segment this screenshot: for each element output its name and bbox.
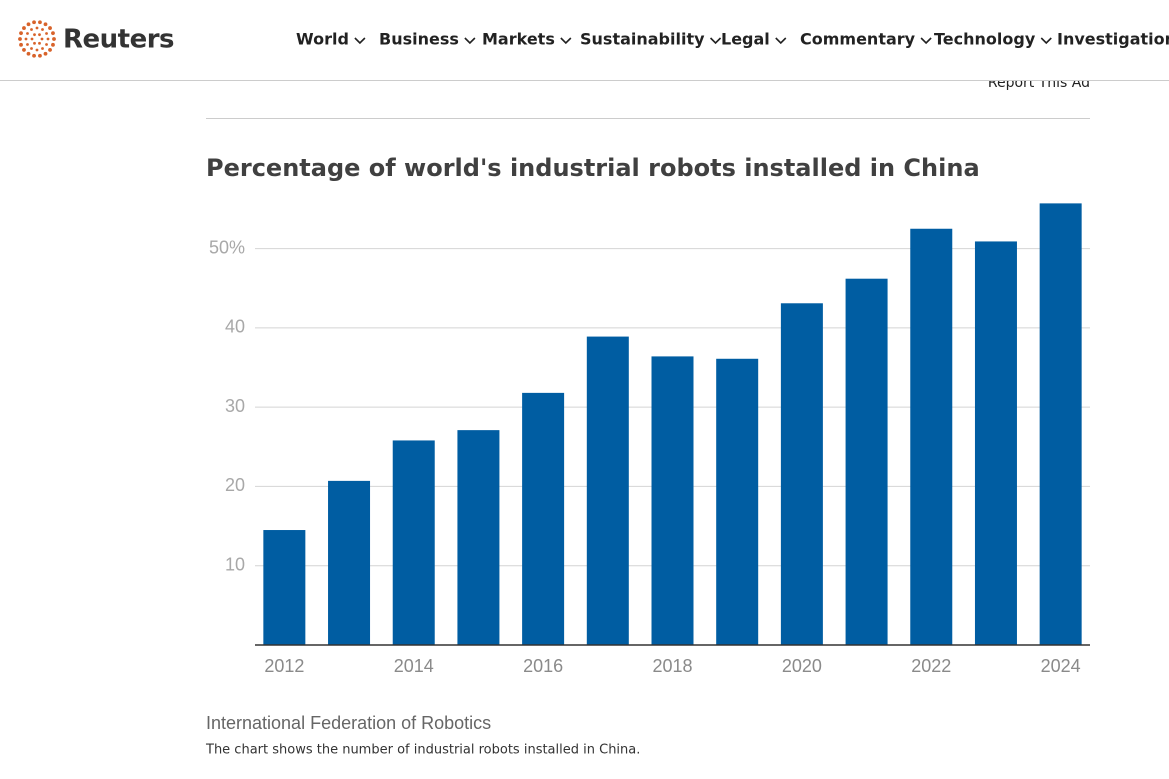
logo-dot xyxy=(26,22,31,27)
x-tick-label: 2020 xyxy=(782,656,822,676)
logo-dot xyxy=(45,32,48,35)
logo-text[interactable]: Reuters xyxy=(63,25,175,55)
bar xyxy=(1039,203,1082,645)
logo-dot xyxy=(35,26,39,30)
y-tick-label: 30 xyxy=(225,396,245,416)
x-tick-label: 2016 xyxy=(523,656,563,676)
nav-chevron xyxy=(1040,37,1052,45)
bar xyxy=(328,480,371,645)
bar xyxy=(457,430,500,645)
logo-dot xyxy=(52,37,56,41)
logo-dot xyxy=(48,48,52,52)
nav-item[interactable]: Sustainability xyxy=(580,30,705,49)
logo-dot xyxy=(51,42,55,47)
logo-dot xyxy=(30,28,33,31)
bar xyxy=(716,358,759,645)
logo-dot xyxy=(30,37,34,41)
logo-dot xyxy=(26,32,29,35)
logo-dot xyxy=(33,41,36,45)
bar xyxy=(263,530,306,645)
logo-dot xyxy=(48,26,52,30)
x-tick-label: 2014 xyxy=(394,656,434,676)
nav-chevron xyxy=(709,37,722,45)
x-tick-label: 2012 xyxy=(264,656,304,676)
logo-dot xyxy=(41,28,44,31)
logo-dot xyxy=(41,47,44,50)
header-bg xyxy=(0,0,1169,80)
chart-note: The chart shows the number of industrial… xyxy=(205,743,640,758)
nav-chevron xyxy=(354,37,366,45)
logo-dot xyxy=(46,37,50,41)
nav-chevron xyxy=(464,37,476,45)
y-tick-label: 50% xyxy=(209,237,245,257)
logo-dot xyxy=(32,20,36,25)
logo-dot xyxy=(51,31,55,36)
logo-dot xyxy=(35,48,39,52)
logo-dot xyxy=(43,51,48,56)
y-tick-label: 20 xyxy=(225,475,245,495)
x-tick-label: 2018 xyxy=(652,656,692,676)
chart-title: Percentage of world's industrial robots … xyxy=(206,154,980,182)
y-tick-label: 10 xyxy=(225,554,245,574)
bar xyxy=(974,241,1017,645)
logo-dot xyxy=(32,53,36,58)
x-tick-label: 2024 xyxy=(1041,656,1081,676)
logo-dot xyxy=(19,31,23,36)
nav-chevron xyxy=(920,37,932,45)
logo-dot xyxy=(30,47,33,50)
nav-item[interactable]: World xyxy=(296,30,349,49)
y-tick-label: 40 xyxy=(225,317,245,337)
logo-dot xyxy=(38,53,42,58)
logo-dot xyxy=(43,22,48,27)
nav-chevron xyxy=(775,37,787,45)
bar xyxy=(522,392,565,645)
logo-dot xyxy=(33,33,36,37)
bar xyxy=(845,278,888,645)
logo-dot xyxy=(38,33,41,37)
nav-chevron xyxy=(560,37,572,45)
nav-item[interactable]: Legal xyxy=(721,30,770,49)
nav-item[interactable]: Investigations xyxy=(1057,30,1169,49)
logo-dot xyxy=(24,37,28,41)
bar xyxy=(780,303,823,645)
nav-item[interactable]: Markets xyxy=(482,30,555,49)
bar xyxy=(651,356,694,645)
logo-dot xyxy=(26,43,29,46)
logo-dot xyxy=(40,37,44,41)
bar xyxy=(392,440,435,645)
nav-item[interactable]: Commentary xyxy=(800,30,916,49)
nav-item[interactable]: Technology xyxy=(934,30,1036,49)
logo-dot xyxy=(18,37,22,41)
logo-dot xyxy=(26,51,31,56)
chart-source: International Federation of Robotics xyxy=(206,713,491,733)
bar xyxy=(586,336,629,645)
logo-dot xyxy=(19,42,23,47)
x-tick-label: 2022 xyxy=(911,656,951,676)
bar xyxy=(910,228,953,645)
logo-dot xyxy=(45,43,48,46)
logo-dot xyxy=(38,41,41,45)
logo-dot xyxy=(22,48,26,52)
logo-dot xyxy=(38,20,42,25)
logo-dot xyxy=(22,26,26,30)
nav-item[interactable]: Business xyxy=(379,30,459,49)
logo-mark[interactable] xyxy=(18,20,56,58)
